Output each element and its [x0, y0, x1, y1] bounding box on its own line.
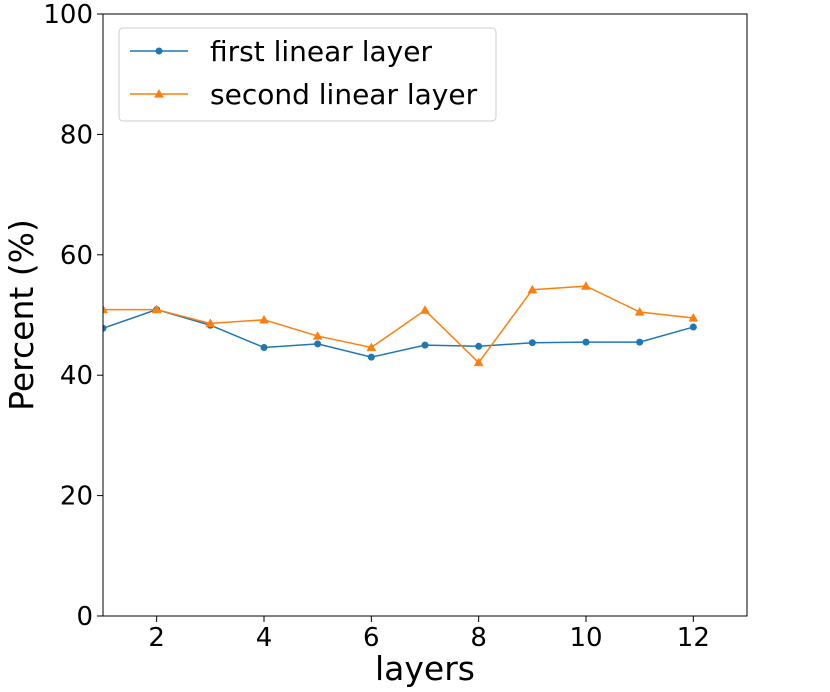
data-point — [205, 318, 216, 328]
data-point — [582, 338, 590, 346]
data-point — [103, 324, 107, 332]
x-tick-label: 2 — [148, 623, 165, 653]
legend-label: second linear layer — [210, 78, 478, 111]
series-2 — [103, 281, 699, 367]
data-point — [581, 281, 591, 290]
y-tick-label: 60 — [60, 241, 93, 271]
data-point — [636, 338, 644, 346]
data-point — [103, 304, 108, 314]
data-point — [528, 339, 536, 347]
x-tick-label: 8 — [470, 623, 487, 653]
x-tick-label: 6 — [363, 623, 380, 653]
y-axis-label: Percent (%) — [2, 219, 41, 411]
data-point — [689, 323, 697, 331]
data-point — [366, 342, 377, 352]
series-line — [103, 285, 694, 364]
data-point — [312, 331, 323, 340]
x-tick-label: 12 — [677, 623, 710, 653]
data-point — [151, 304, 162, 314]
data-point — [473, 357, 484, 367]
y-tick-label: 40 — [60, 361, 93, 391]
legend: first linear layer second linear layer — [118, 27, 497, 122]
series-line — [103, 308, 694, 358]
data-point — [634, 306, 645, 316]
data-point — [314, 340, 322, 348]
plot-frame — [102, 13, 748, 617]
legend-label: first linear layer — [210, 35, 432, 68]
series-1 — [103, 306, 697, 361]
data-point — [367, 353, 375, 361]
plot-content — [103, 281, 699, 367]
legend-marker — [154, 88, 164, 98]
data-point — [420, 305, 430, 314]
data-point — [259, 314, 269, 324]
legend-marker — [155, 47, 163, 55]
y-tick-label: 80 — [60, 120, 93, 150]
y-tick-label: 100 — [43, 0, 93, 30]
y-tick-label: 20 — [60, 482, 93, 512]
data-point — [475, 342, 483, 350]
x-tick-label: 4 — [256, 623, 273, 653]
axes: 2 4 6 8 10 12 0 20 40 60 80 100 — [43, 0, 710, 653]
data-point — [688, 313, 699, 322]
data-point — [260, 344, 268, 352]
x-axis-label: layers — [375, 649, 475, 688]
y-tick-label: 0 — [76, 602, 93, 632]
legend-box — [118, 27, 497, 122]
x-tick-label: 10 — [569, 623, 602, 653]
data-point — [421, 341, 429, 349]
data-point — [527, 284, 538, 294]
